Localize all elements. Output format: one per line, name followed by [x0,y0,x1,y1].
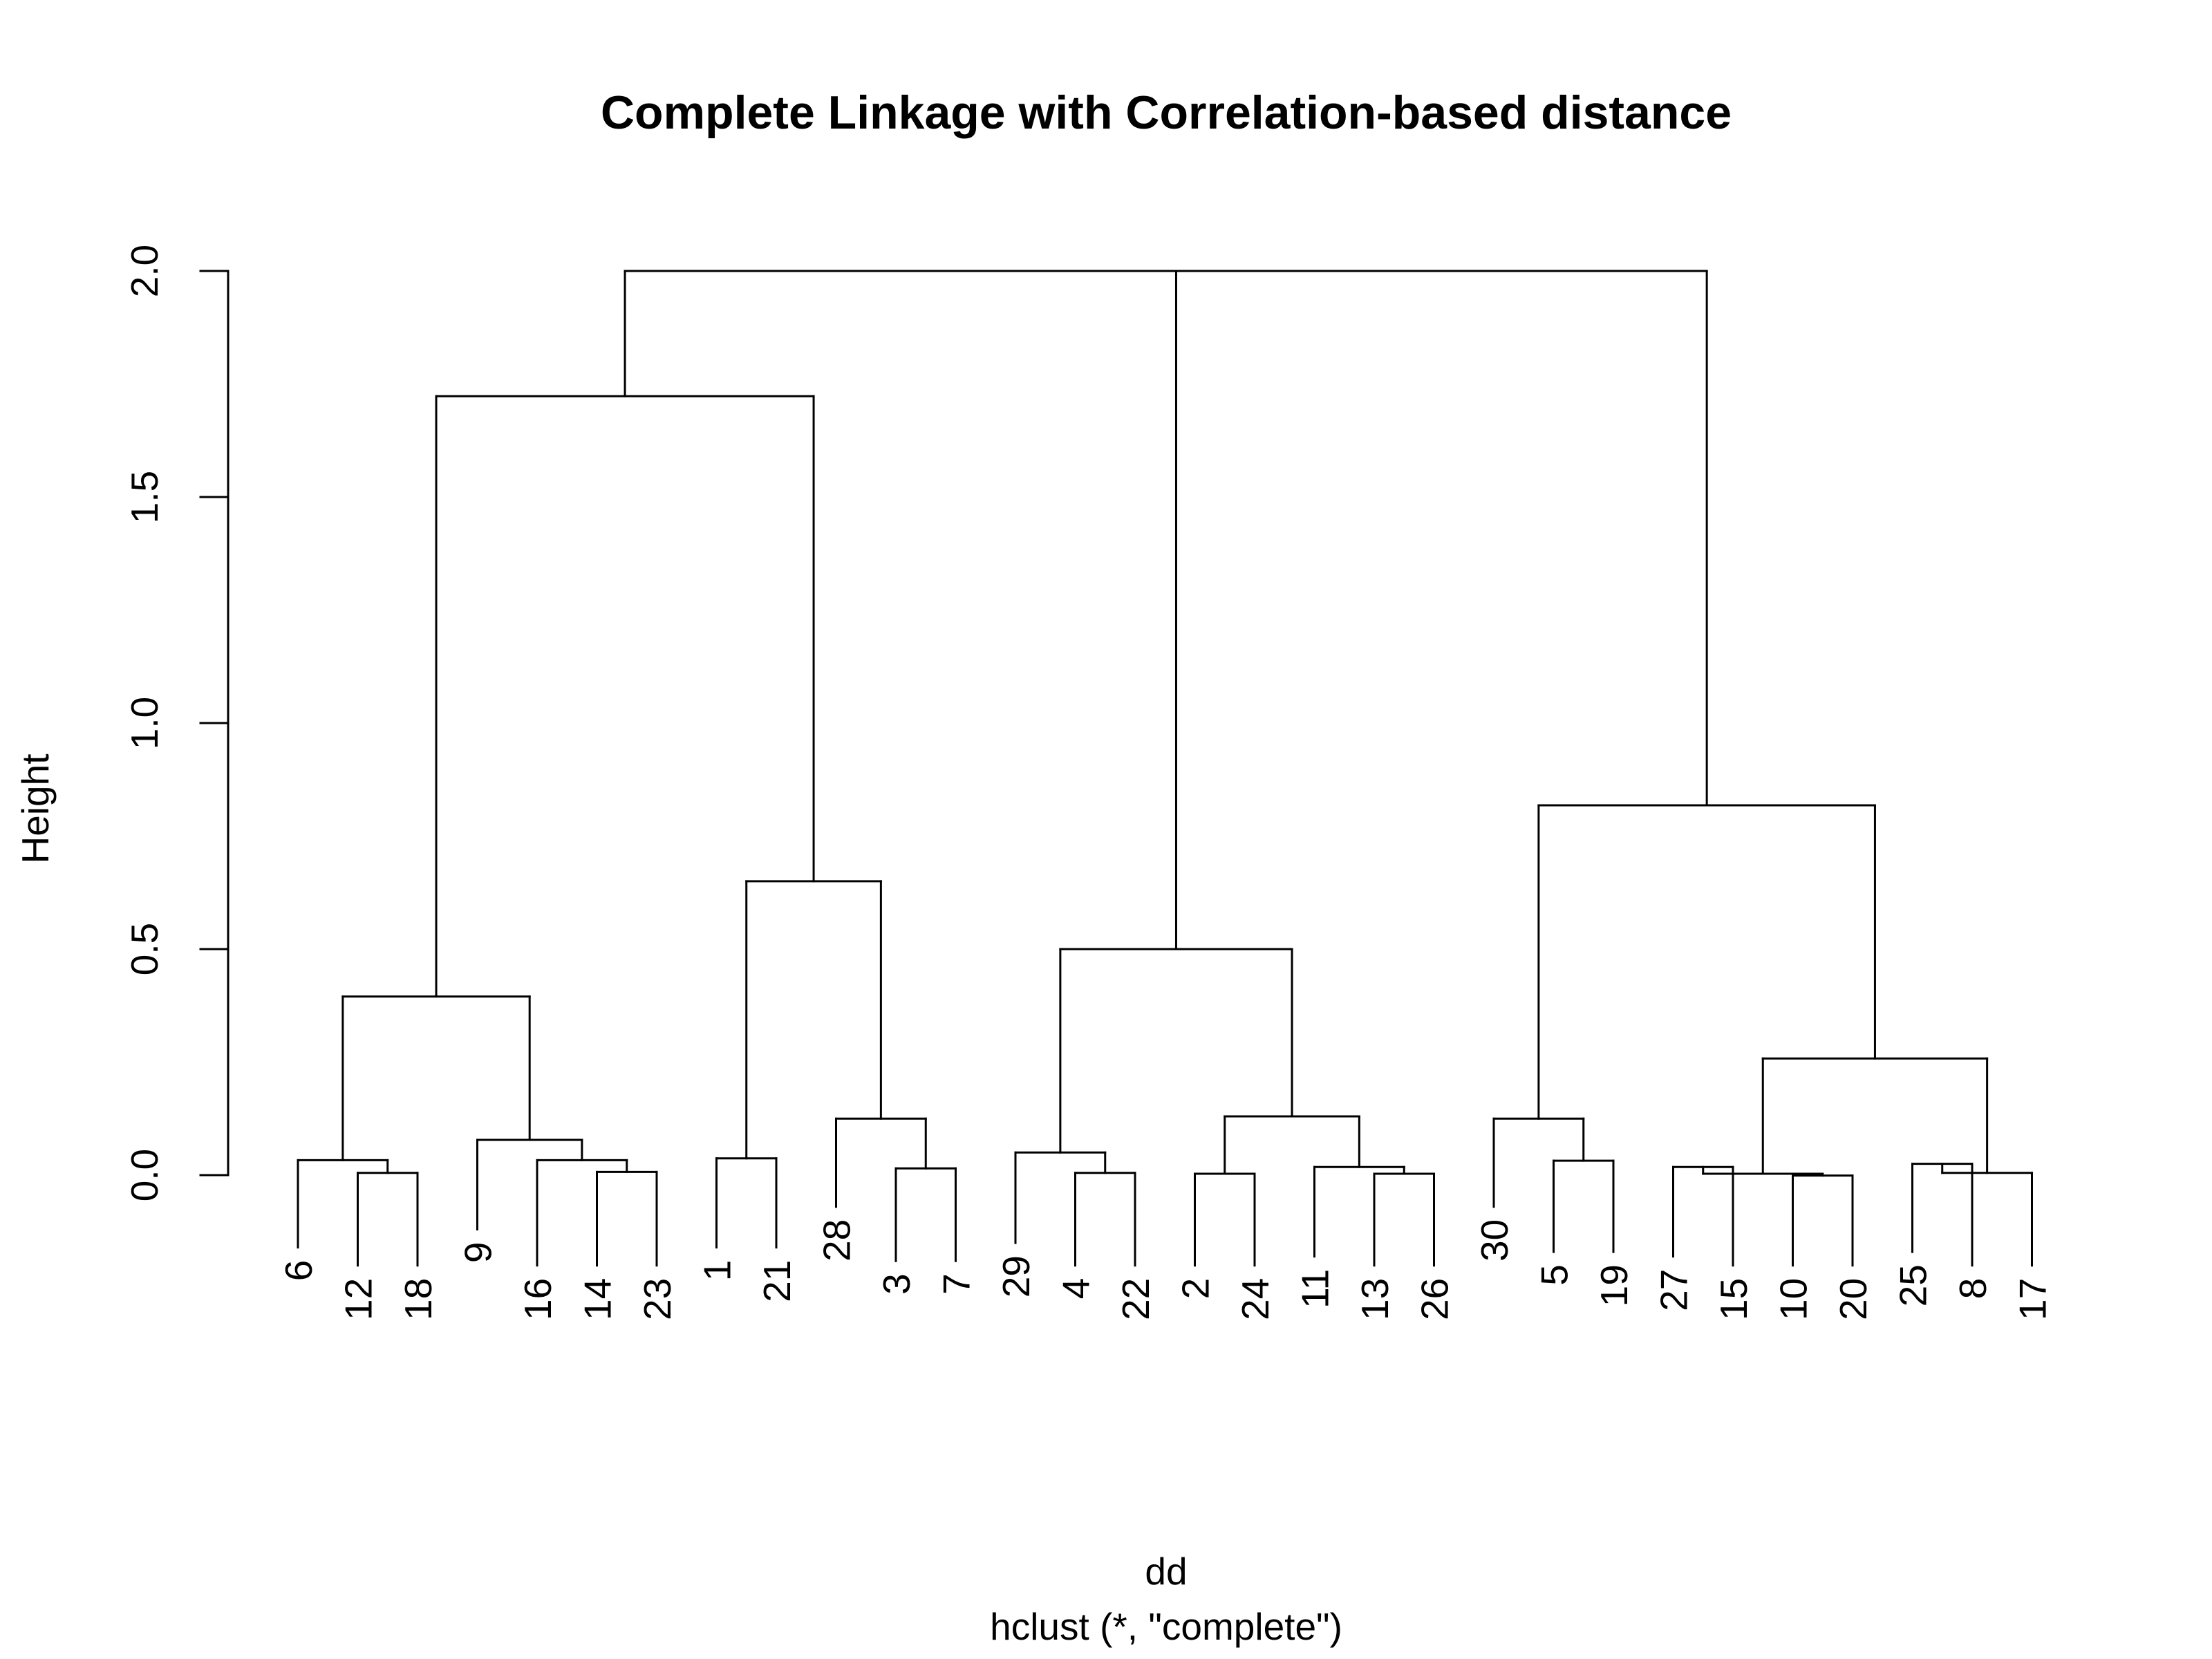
leaf-label: 10 [1772,1278,1815,1320]
leaf-label: 27 [1653,1269,1696,1311]
leaf-label: 3 [875,1273,918,1295]
method-sublabel: hclust (*, "complete") [990,1605,1342,1648]
leaf-label: 28 [816,1219,859,1262]
leaf-label: 5 [1533,1264,1576,1286]
leaf-label: 20 [1832,1278,1875,1320]
leaf-label: 15 [1712,1278,1755,1320]
leaf-label: 2 [1174,1278,1217,1300]
leaf-label: 11 [1294,1269,1337,1309]
leaf-label: 6 [277,1260,320,1282]
leaf-label: 22 [1114,1278,1157,1320]
leaf-label: 14 [577,1278,619,1320]
leaf-label: 12 [337,1278,380,1320]
chart-title: Complete Linkage with Correlation-based … [601,86,1732,139]
leaf-label: 1 [696,1260,739,1282]
leaf-label: 7 [935,1273,978,1295]
leaf-label: 25 [1892,1264,1935,1306]
leaf-label: 9 [457,1241,500,1263]
y-tick-label: 1.0 [123,697,166,749]
leaf-label: 26 [1414,1278,1456,1320]
leaf-label: 29 [995,1255,1038,1297]
leaf-label: 16 [516,1278,559,1320]
leaf-label: 8 [1951,1278,1994,1300]
leaf-label: 23 [636,1278,679,1320]
y-tick-label: 1.5 [123,471,166,523]
leaf-label: 4 [1055,1278,1098,1300]
y-tick-label: 0.0 [123,1149,166,1201]
dendrogram-tree [297,270,2033,1267]
y-axis-label: Height [14,754,57,864]
y-tick-label: 0.5 [123,923,166,975]
leaf-label: 21 [756,1260,798,1302]
leaf-label: 13 [1353,1278,1396,1320]
leaf-label: 24 [1234,1278,1277,1320]
leaf-label: 18 [397,1278,440,1320]
leaf-label: 30 [1473,1219,1516,1262]
leaf-label: 19 [1593,1264,1635,1306]
y-axis: 0.0 0.5 1.0 1.5 2.0 [123,245,229,1201]
x-axis-label: dd [1145,1550,1187,1593]
leaf-label: 17 [2012,1278,2054,1320]
y-tick-label: 2.0 [123,245,166,297]
